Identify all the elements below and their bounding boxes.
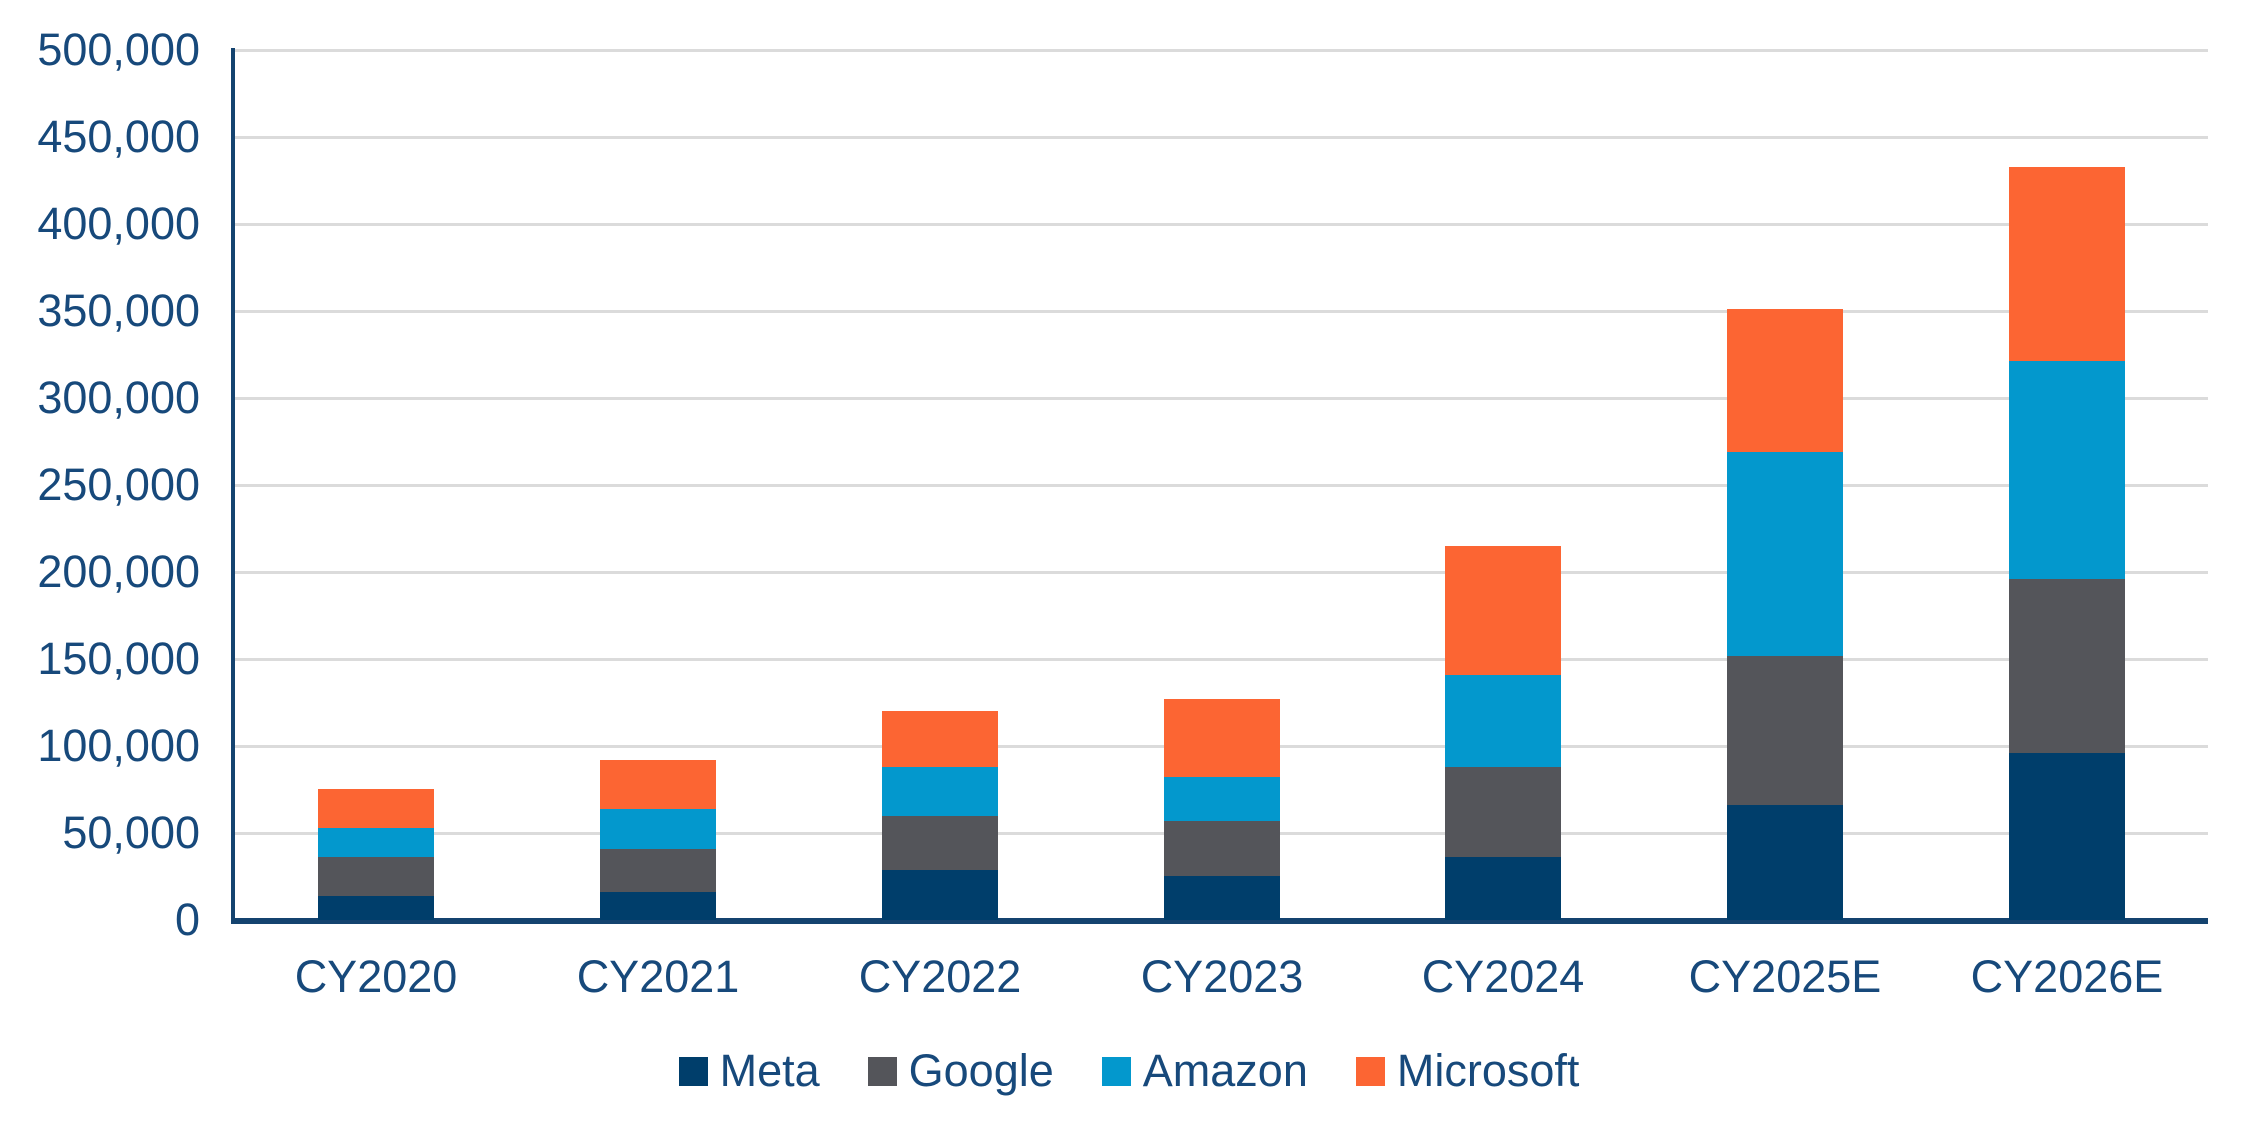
- gridline: [235, 397, 2208, 400]
- bar-segment-meta: [318, 896, 434, 920]
- gridline: [235, 49, 2208, 52]
- bar-segment-google: [2009, 579, 2125, 753]
- x-axis-category-label: CY2021: [576, 951, 740, 1002]
- legend-item-amazon: Amazon: [1101, 1045, 1308, 1097]
- legend-label: Meta: [719, 1045, 820, 1096]
- y-axis-tick-label: 250,000: [37, 459, 200, 510]
- legend-swatch-icon: [867, 1056, 897, 1086]
- gridline: [235, 310, 2208, 313]
- y-axis-tick-label: 400,000: [37, 198, 200, 249]
- x-axis-category-label: CY2022: [858, 951, 1022, 1002]
- gridline: [235, 484, 2208, 487]
- bar-segment-google: [1727, 656, 1843, 805]
- legend-label: Google: [908, 1045, 1054, 1096]
- x-axis-category-label: CY2023: [1140, 951, 1304, 1002]
- bar-segment-microsoft: [318, 789, 434, 828]
- bar-segment-amazon: [1164, 777, 1280, 821]
- bar-segment-amazon: [1727, 452, 1843, 656]
- bar-segment-amazon: [882, 767, 998, 816]
- legend-item-microsoft: Microsoft: [1355, 1045, 1580, 1097]
- legend-item-google: Google: [867, 1045, 1054, 1097]
- y-axis-tick-label: 200,000: [37, 546, 200, 597]
- bar-segment-google: [882, 816, 998, 870]
- bar-segment-microsoft: [1445, 546, 1561, 675]
- bar-segment-microsoft: [1164, 699, 1280, 777]
- bar-segment-microsoft: [882, 711, 998, 767]
- gridline: [235, 571, 2208, 574]
- x-axis-category-label: CY2024: [1421, 951, 1585, 1002]
- legend-swatch-icon: [678, 1056, 708, 1086]
- bar-segment-meta: [600, 892, 716, 920]
- y-axis-tick-label: 50,000: [62, 807, 200, 858]
- bar-segment-meta: [1445, 857, 1561, 920]
- y-axis-tick-label: 0: [174, 894, 200, 945]
- bar-segment-google: [1445, 767, 1561, 857]
- bar-segment-google: [600, 849, 716, 892]
- gridline: [235, 223, 2208, 226]
- legend-label: Microsoft: [1396, 1045, 1580, 1096]
- bar-segment-meta: [1164, 876, 1280, 920]
- bar-segment-microsoft: [600, 760, 716, 809]
- gridline: [235, 136, 2208, 139]
- x-axis-line: [231, 918, 2208, 924]
- y-axis-tick-label: 300,000: [37, 372, 200, 423]
- y-axis-tick-label: 500,000: [37, 24, 200, 75]
- y-axis-tick-label: 450,000: [37, 111, 200, 162]
- bar-segment-meta: [1727, 805, 1843, 920]
- bar-segment-google: [1164, 821, 1280, 876]
- bar-segment-microsoft: [1727, 309, 1843, 452]
- gridline: [235, 658, 2208, 661]
- bar-segment-amazon: [1445, 675, 1561, 767]
- legend-item-meta: Meta: [678, 1045, 820, 1097]
- bar-segment-amazon: [2009, 361, 2125, 579]
- bar-segment-amazon: [600, 809, 716, 849]
- x-axis-category-label: CY2026E: [1970, 951, 2164, 1002]
- y-axis-tick-label: 350,000: [37, 285, 200, 336]
- legend-swatch-icon: [1355, 1056, 1385, 1086]
- legend-swatch-icon: [1101, 1056, 1131, 1086]
- x-axis-category-label: CY2020: [294, 951, 458, 1002]
- bar-segment-microsoft: [2009, 167, 2125, 361]
- bar-segment-meta: [882, 870, 998, 920]
- y-axis-tick-label: 150,000: [37, 633, 200, 684]
- bar-segment-amazon: [318, 828, 434, 857]
- legend: Meta Google Amazon Microsoft: [0, 1042, 2258, 1100]
- legend-label: Amazon: [1142, 1045, 1308, 1096]
- x-axis-category-label: CY2025E: [1688, 951, 1882, 1002]
- bar-segment-meta: [2009, 753, 2125, 920]
- y-axis-tick-label: 100,000: [37, 720, 200, 771]
- bar-segment-google: [318, 857, 434, 896]
- y-axis-line: [231, 48, 235, 924]
